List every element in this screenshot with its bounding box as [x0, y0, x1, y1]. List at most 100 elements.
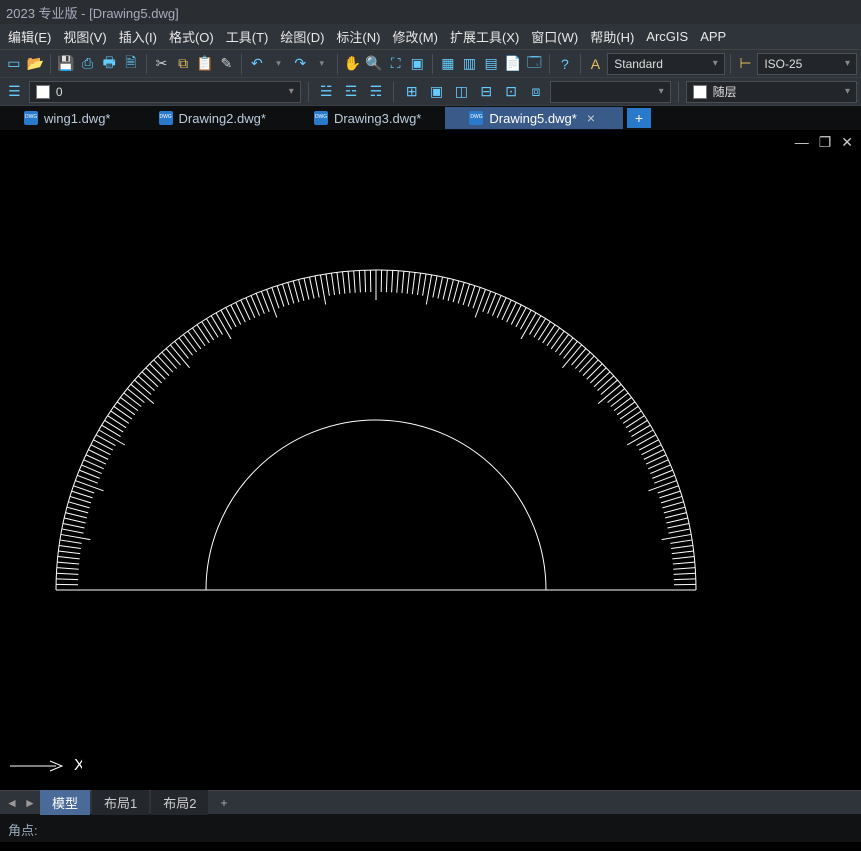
- ucs-icon: X: [6, 732, 82, 772]
- props-icon[interactable]: 📄: [503, 53, 523, 75]
- paste-icon[interactable]: 📋: [195, 53, 215, 75]
- menu-draw[interactable]: 绘图(D): [274, 23, 330, 50]
- open-icon[interactable]: 📂: [26, 53, 46, 75]
- redo-icon[interactable]: ↷: [290, 53, 310, 75]
- tab-add-icon[interactable]: +: [210, 793, 237, 813]
- layer-mgr-icon[interactable]: ☰: [4, 81, 25, 103]
- chevron-down-icon: ▾: [289, 86, 294, 97]
- close-icon[interactable]: ✕: [839, 134, 855, 151]
- saveas-icon[interactable]: ⎙: [78, 53, 98, 75]
- zoom-icon[interactable]: 🔍: [364, 53, 384, 75]
- dim-style-value: ISO-25: [764, 57, 802, 71]
- layon-icon[interactable]: ☲: [341, 81, 362, 103]
- zoom-win-icon[interactable]: ⛶: [386, 53, 406, 75]
- undo-icon[interactable]: ↶: [247, 53, 267, 75]
- file-tabs: wing1.dwg* Drawing2.dwg* Drawing3.dwg* Draw…: [0, 106, 861, 130]
- tab-layout1[interactable]: 布局1: [92, 790, 149, 815]
- file-tab-d5[interactable]: Drawing5.dwg* ×: [445, 107, 623, 129]
- menu-insert[interactable]: 插入(I): [113, 23, 163, 50]
- dwg-icon: [159, 111, 173, 125]
- new-icon[interactable]: ▭: [4, 53, 24, 75]
- tab-layout2[interactable]: 布局2: [151, 790, 208, 815]
- menu-modify[interactable]: 修改(M): [386, 23, 444, 50]
- title-bar: 2023 专业版 - [Drawing5.dwg]: [0, 0, 861, 24]
- layer-swatch: [36, 85, 50, 99]
- menu-ext[interactable]: 扩展工具(X): [444, 23, 525, 50]
- preview-icon[interactable]: 🗎: [121, 53, 141, 75]
- text-style-dropdown[interactable]: Standard ▾: [607, 53, 725, 75]
- dwg-icon: [24, 111, 38, 125]
- layiso-icon[interactable]: ☱: [316, 81, 337, 103]
- file-tab-wing1[interactable]: wing1.dwg*: [0, 108, 135, 129]
- chevron-down-icon: ▾: [845, 86, 850, 97]
- drawing-area[interactable]: — ❐ ✕ X: [0, 130, 861, 790]
- command-prompt: 角点:: [8, 823, 38, 838]
- zoom-ext-icon[interactable]: ▣: [407, 53, 427, 75]
- plot-icon[interactable]: 🖶: [99, 53, 119, 75]
- window-controls: — ❐ ✕: [793, 134, 855, 151]
- layer-name: 0: [56, 85, 63, 99]
- linetype-swatch: [693, 85, 707, 99]
- block-dropdown[interactable]: ▾: [550, 81, 670, 103]
- grid2-icon[interactable]: ▥: [460, 53, 480, 75]
- linetype-dropdown[interactable]: 随层 ▾: [686, 81, 857, 103]
- pan-icon[interactable]: ✋: [343, 53, 363, 75]
- layer-dropdown[interactable]: 0 ▾: [29, 81, 301, 103]
- menu-window[interactable]: 窗口(W): [525, 23, 584, 50]
- layout-tabs: ◄ ► 模型 布局1 布局2 +: [0, 790, 861, 814]
- menu-view[interactable]: 视图(V): [57, 23, 112, 50]
- tab-model[interactable]: 模型: [40, 790, 90, 815]
- file-tab-label: Drawing5.dwg*: [489, 111, 576, 126]
- minimize-icon[interactable]: —: [793, 134, 811, 151]
- block2-icon[interactable]: ▣: [426, 81, 447, 103]
- match-icon[interactable]: ✎: [217, 53, 237, 75]
- help-icon[interactable]: ?: [555, 53, 575, 75]
- dwg-icon: [314, 111, 328, 125]
- block5-icon[interactable]: ⊡: [501, 81, 522, 103]
- toolbar-main: ▭ 📂 💾 ⎙ 🖶 🗎 ✂ ⧉ 📋 ✎ ↶ ▾ ↷ ▾ ✋ 🔍 ⛶ ▣ ▦ ▥ …: [0, 50, 861, 78]
- dwg-icon: [469, 111, 483, 125]
- app-title: 2023 专业版 - [Drawing5.dwg]: [6, 6, 179, 21]
- chevron-down-icon: ▾: [659, 86, 664, 97]
- command-line[interactable]: 角点:: [0, 814, 861, 842]
- toolbar-layer: ☰ 0 ▾ ☱ ☲ ☴ ⊞ ▣ ◫ ⊟ ⊡ ⧈ ▾ 随层 ▾: [0, 78, 861, 106]
- grid1-icon[interactable]: ▦: [438, 53, 458, 75]
- layoff-icon[interactable]: ☴: [365, 81, 386, 103]
- file-tab-label: Drawing3.dwg*: [334, 111, 421, 126]
- new-tab-icon[interactable]: +: [627, 108, 651, 128]
- linetype-label: 随层: [713, 83, 737, 100]
- tab-next-icon[interactable]: ►: [22, 794, 38, 812]
- file-tab-label: Drawing2.dwg*: [179, 111, 266, 126]
- textstyle-icon[interactable]: A: [586, 53, 606, 75]
- restore-icon[interactable]: ❐: [817, 134, 834, 151]
- protractor-drawing: [36, 230, 736, 660]
- dim-style-dropdown[interactable]: ISO-25 ▾: [757, 53, 857, 75]
- redo-dd-icon[interactable]: ▾: [312, 53, 332, 75]
- file-tab-d3[interactable]: Drawing3.dwg*: [290, 108, 445, 129]
- file-tab-label: wing1.dwg*: [44, 111, 111, 126]
- chevron-down-icon: ▾: [845, 58, 850, 69]
- menu-format[interactable]: 格式(O): [163, 23, 220, 50]
- file-tab-d2[interactable]: Drawing2.dwg*: [135, 108, 290, 129]
- block1-icon[interactable]: ⊞: [401, 81, 422, 103]
- undo-dd-icon[interactable]: ▾: [269, 53, 289, 75]
- block6-icon[interactable]: ⧈: [526, 81, 547, 103]
- cut-icon[interactable]: ✂: [152, 53, 172, 75]
- tab-prev-icon[interactable]: ◄: [4, 794, 20, 812]
- menu-dim[interactable]: 标注(N): [330, 23, 386, 50]
- block3-icon[interactable]: ◫: [451, 81, 472, 103]
- menu-tools[interactable]: 工具(T): [220, 23, 275, 50]
- menu-bar: 编辑(E)视图(V)插入(I)格式(O)工具(T)绘图(D)标注(N)修改(M)…: [0, 24, 861, 50]
- calc-icon[interactable]: 🗔: [525, 53, 545, 75]
- text-style-value: Standard: [614, 57, 663, 71]
- menu-arcgis[interactable]: ArcGIS: [640, 25, 694, 48]
- copy-icon[interactable]: ⧉: [173, 53, 193, 75]
- block4-icon[interactable]: ⊟: [476, 81, 497, 103]
- menu-edit[interactable]: 编辑(E): [2, 23, 57, 50]
- dimstyle-icon[interactable]: ⊢: [736, 53, 756, 75]
- grid3-icon[interactable]: ▤: [481, 53, 501, 75]
- save-icon[interactable]: 💾: [56, 53, 76, 75]
- menu-help[interactable]: 帮助(H): [584, 23, 640, 50]
- menu-app[interactable]: APP: [694, 25, 732, 48]
- close-icon[interactable]: ×: [583, 110, 599, 126]
